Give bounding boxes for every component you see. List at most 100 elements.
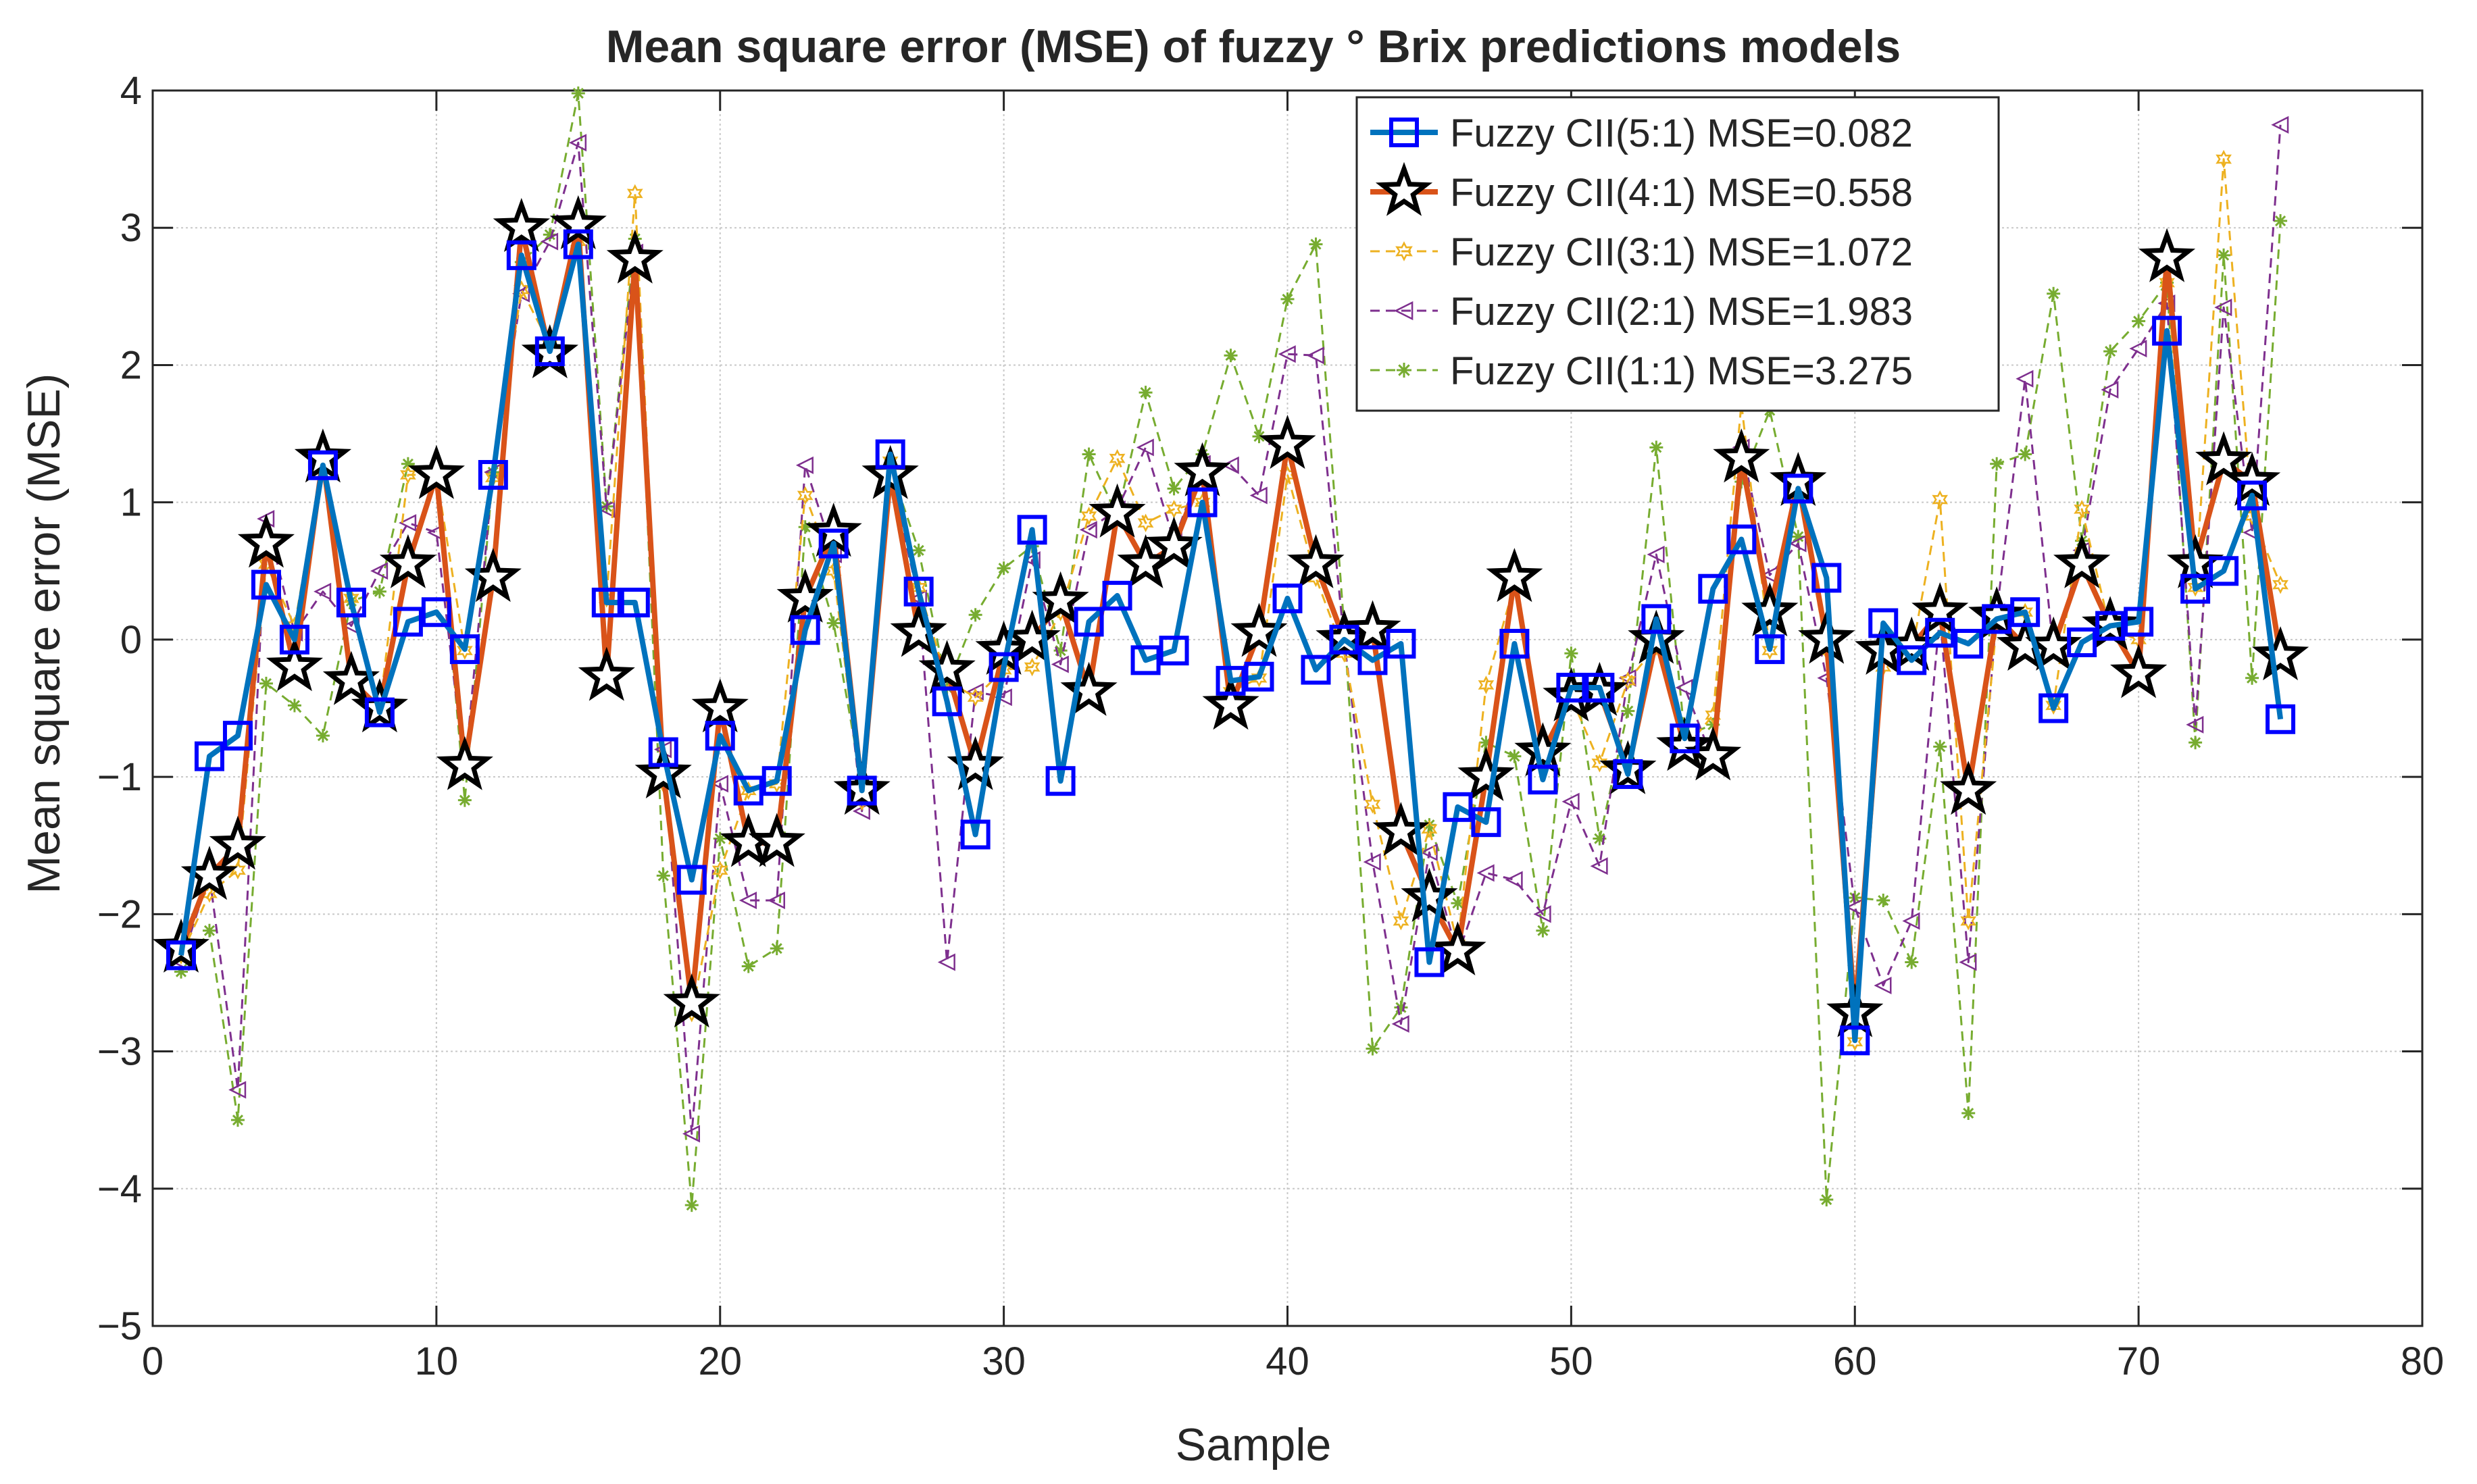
data-point-asterisk [2217, 248, 2231, 262]
data-point-hexagram [967, 688, 984, 707]
legend-box [1355, 96, 2000, 412]
data-point-square [1357, 645, 1388, 675]
data-point-star [1429, 921, 1486, 975]
data-point-triangle [682, 1125, 701, 1143]
data-point-star [2195, 431, 2253, 486]
data-point-triangle [1221, 456, 1239, 474]
data-point-square [1443, 792, 1473, 822]
data-point-asterisk [2132, 314, 2146, 328]
data-point-triangle [370, 562, 389, 580]
data-point-square [1868, 608, 1899, 638]
data-point-square [1726, 524, 1757, 555]
chart-title: Mean square error (MSE) of fuzzy ° Brix … [606, 21, 1901, 72]
x-tick-label: 10 [415, 1339, 459, 1383]
data-point-asterisk [826, 616, 841, 630]
data-point-square [1982, 604, 2012, 634]
data-point-square [932, 686, 962, 717]
y-tick-label: −3 [97, 1030, 142, 1074]
data-point-asterisk [202, 923, 216, 938]
data-point-triangle [1590, 857, 1608, 875]
data-point-asterisk [2047, 286, 2061, 301]
data-point-star [1089, 483, 1146, 538]
y-tick-label: 0 [120, 618, 142, 662]
data-point-asterisk [316, 729, 330, 743]
data-point-asterisk [2274, 214, 2288, 228]
data-point-star [493, 197, 550, 252]
y-tick-label: 3 [120, 206, 142, 250]
data-point-star [1486, 548, 1543, 603]
data-point-star [1202, 675, 1259, 730]
data-point-star [2110, 644, 2168, 698]
data-point-hexagram [1932, 490, 1949, 509]
data-point-star [1741, 582, 1799, 637]
data-point-star [379, 534, 436, 588]
y-tick-label: −4 [97, 1167, 142, 1211]
x-tick-label: 60 [1833, 1339, 1877, 1383]
data-point-asterisk [770, 942, 784, 956]
data-point-hexagram [1478, 675, 1495, 694]
data-point-square [393, 607, 423, 637]
data-point-hexagram [456, 641, 473, 660]
data-point-asterisk [1905, 955, 1919, 969]
data-point-star [1287, 534, 1345, 588]
data-point-square [1187, 487, 1218, 517]
data-point-square [1783, 474, 1813, 504]
data-point-hexagram [797, 486, 814, 505]
data-point-star [2251, 626, 2309, 681]
data-point-triangle [1363, 853, 1381, 871]
x-tick-label: 40 [1266, 1339, 1309, 1383]
data-point-star [1145, 516, 1203, 571]
data-point-square [1556, 673, 1586, 703]
y-axis-label: Mean square error (MSE) [18, 374, 70, 894]
legend-entry-label: Fuzzy CII(3:1) MSE=1.072 [1450, 230, 1913, 274]
data-point-triangle [937, 953, 955, 971]
data-point-square [1130, 645, 1161, 675]
data-point-square [1528, 765, 1558, 795]
data-point-hexagram [1251, 669, 1268, 688]
data-point-triangle [767, 891, 785, 910]
data-point-square [989, 652, 1019, 682]
data-point-triangle [399, 514, 417, 532]
data-point-square [2209, 556, 2239, 586]
data-point-hexagram [1109, 449, 1126, 468]
data-point-triangle [1051, 655, 1069, 673]
data-point-square [2010, 597, 2041, 628]
data-point-star [1344, 600, 1401, 655]
data-point-asterisk [1564, 646, 1578, 661]
data-point-square [1272, 583, 1303, 613]
legend-entry-label: Fuzzy CII(5:1) MSE=0.082 [1450, 111, 1913, 155]
data-point-hexagram [2045, 696, 2062, 715]
data-point-triangle [1420, 843, 1438, 861]
data-point-square [222, 721, 253, 751]
x-tick-label: 70 [2117, 1339, 2161, 1383]
data-point-asterisk [741, 959, 755, 973]
data-point-triangle [710, 775, 728, 793]
data-point-star [1174, 442, 1231, 496]
data-point-square [2152, 315, 2182, 346]
y-tick-label: 1 [120, 481, 142, 525]
data-point-asterisk [1961, 1106, 1976, 1121]
series-line [178, 241, 2284, 1044]
data-point-star [634, 744, 692, 798]
data-point-asterisk [2245, 671, 2259, 685]
data-point-triangle [1136, 438, 1154, 457]
data-point-asterisk [1507, 749, 1522, 763]
data-point-hexagram [626, 184, 643, 203]
data-point-square [620, 588, 650, 618]
data-point-triangle [1022, 551, 1041, 569]
data-point-asterisk [1848, 890, 1862, 904]
data-point-square [903, 576, 934, 607]
data-point-asterisk [1649, 440, 1663, 455]
data-point-star [209, 815, 267, 870]
data-point-star [2138, 228, 2196, 282]
data-point-triangle [597, 500, 616, 518]
data-point-triangle [1394, 301, 1413, 321]
y-tick-label: −5 [97, 1304, 142, 1348]
data-point-star [918, 640, 976, 694]
data-point-star [890, 603, 947, 657]
data-point-triangle [2186, 715, 2204, 734]
legend: Fuzzy CII(5:1) MSE=0.082 Fuzzy CII(4:1) M… [1355, 96, 2000, 412]
data-point-triangle [228, 1081, 247, 1099]
data-point-square [534, 336, 565, 367]
data-point-star [549, 195, 607, 249]
